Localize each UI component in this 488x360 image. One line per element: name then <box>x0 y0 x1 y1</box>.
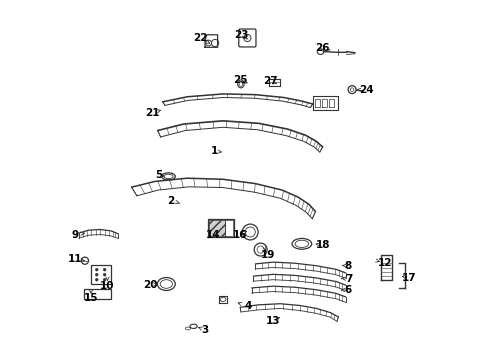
Text: 25: 25 <box>232 75 247 85</box>
Text: 22: 22 <box>193 33 207 43</box>
Text: 7: 7 <box>344 274 351 284</box>
Text: 1: 1 <box>210 146 217 156</box>
Text: 13: 13 <box>265 316 280 325</box>
Text: 6: 6 <box>344 285 351 295</box>
Bar <box>208 220 225 236</box>
Text: 5: 5 <box>155 170 162 180</box>
Bar <box>83 289 110 299</box>
Text: 12: 12 <box>377 258 391 268</box>
Text: 15: 15 <box>83 293 98 303</box>
Text: 9: 9 <box>72 230 79 239</box>
Text: 17: 17 <box>401 273 416 283</box>
Circle shape <box>103 268 106 271</box>
Text: 8: 8 <box>344 261 351 271</box>
Text: 3: 3 <box>201 325 208 335</box>
Text: 19: 19 <box>260 250 274 260</box>
Text: 4: 4 <box>244 301 251 311</box>
Text: 11: 11 <box>68 254 82 264</box>
Circle shape <box>95 268 98 271</box>
Text: 24: 24 <box>358 85 373 95</box>
Circle shape <box>95 273 98 276</box>
Text: 21: 21 <box>144 108 159 118</box>
Text: 20: 20 <box>143 280 158 290</box>
Circle shape <box>95 278 98 281</box>
Text: 2: 2 <box>167 196 174 206</box>
Text: 10: 10 <box>100 281 115 291</box>
Text: 18: 18 <box>315 240 329 250</box>
Bar <box>91 265 110 284</box>
Text: 14: 14 <box>205 230 220 239</box>
Circle shape <box>103 278 106 281</box>
Text: 27: 27 <box>263 76 277 86</box>
Text: 23: 23 <box>233 30 247 40</box>
Circle shape <box>103 273 106 276</box>
Text: 16: 16 <box>232 230 247 239</box>
Text: 26: 26 <box>315 43 329 53</box>
